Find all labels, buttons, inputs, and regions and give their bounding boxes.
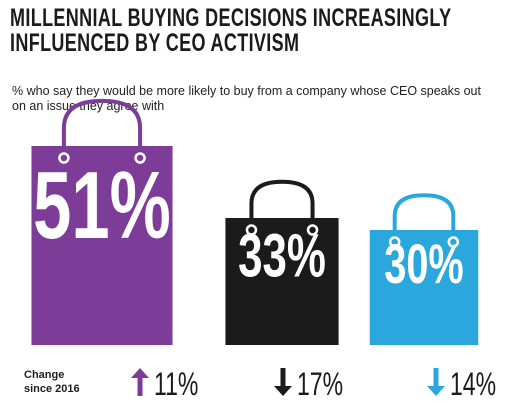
value-group: 51% [33, 152, 171, 259]
change-value: 11% [154, 366, 198, 402]
change-value: 17% [297, 366, 343, 402]
category-label: OF GEN XERS [0, 0, 58, 4]
chart-title: MILLENNIAL BUYING DECISIONS INCREASINGLY… [10, 4, 452, 57]
change-arrow [131, 368, 149, 396]
change-group: 17% [297, 366, 343, 402]
bag-hole [388, 236, 401, 248]
chart-subtitle: % who say they would be more likely to b… [12, 84, 481, 113]
change-label: Change since 2016 [24, 369, 80, 395]
value-group: 30% [384, 234, 464, 296]
value-group: 33% [238, 223, 326, 291]
change-group: 14% [450, 366, 496, 402]
bag-hole [447, 236, 460, 248]
bag-handle [61, 98, 143, 158]
bag-handle [392, 193, 456, 242]
change-arrow [274, 368, 292, 396]
category-label: OF BOOMERS [0, 0, 55, 4]
bag-hole [245, 224, 258, 236]
bag-hole [134, 152, 146, 164]
bag [369, 230, 479, 345]
change-arrow [427, 368, 445, 396]
value-label: 30% [384, 234, 464, 296]
bag [31, 146, 173, 345]
bag-hole [58, 152, 70, 164]
value-label: 51% [33, 152, 171, 259]
bag [225, 218, 339, 345]
bag-handle [249, 179, 315, 230]
change-value: 14% [450, 366, 496, 402]
bag-hole [306, 224, 319, 236]
change-group: 11% [154, 366, 198, 402]
category-label: OF MILLENNIALS [0, 0, 87, 5]
value-label: 33% [238, 223, 326, 291]
